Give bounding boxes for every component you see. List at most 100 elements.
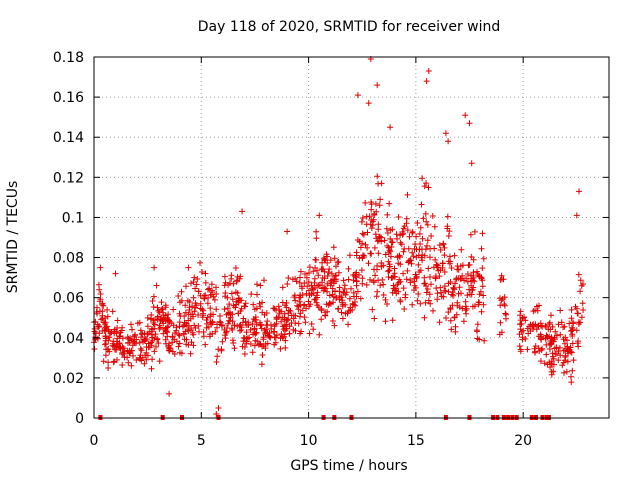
data-point (144, 314, 151, 321)
data-point (154, 335, 161, 342)
data-point (378, 180, 385, 187)
data-point (162, 336, 169, 343)
data-point (295, 303, 302, 310)
data-point (346, 295, 353, 302)
data-point (256, 300, 263, 307)
data-point (302, 319, 309, 326)
data-point (249, 321, 256, 327)
data-point (236, 297, 243, 304)
data-point (424, 237, 431, 244)
data-point (448, 265, 455, 271)
data-point (411, 282, 418, 289)
data-point (162, 304, 169, 311)
data-point (357, 244, 364, 251)
data-point (282, 344, 289, 351)
data-point (469, 303, 476, 310)
data-point (285, 307, 292, 314)
data-point (546, 319, 553, 326)
data-point (292, 275, 299, 282)
data-point (279, 323, 286, 330)
data-point (140, 338, 146, 345)
data-point (566, 320, 573, 327)
data-point (105, 346, 112, 352)
data-point (460, 318, 467, 325)
data-point (167, 345, 174, 352)
data-point (390, 285, 397, 292)
data-point (319, 259, 326, 266)
data-point (144, 323, 151, 330)
data-point (459, 272, 466, 279)
data-point (308, 321, 315, 327)
data-point (562, 354, 569, 360)
data-point (426, 291, 433, 298)
data-point (501, 294, 508, 301)
data-point (313, 228, 320, 235)
data-point (125, 359, 132, 366)
data-point (350, 289, 357, 296)
data-point (128, 347, 135, 354)
data-point (209, 289, 216, 296)
data-point (369, 306, 376, 313)
data-point (546, 342, 553, 348)
data-point (364, 244, 371, 251)
data-point (400, 230, 407, 237)
data-point (384, 242, 391, 249)
data-point (278, 318, 285, 325)
data-point (345, 276, 352, 283)
data-point (108, 329, 115, 336)
data-point (178, 288, 185, 295)
data-point (271, 328, 278, 335)
data-point (305, 298, 312, 305)
data-point (537, 334, 544, 341)
data-point (445, 288, 452, 295)
data-point (446, 253, 453, 260)
data-point (273, 320, 280, 327)
data-point (438, 293, 445, 300)
data-point (555, 357, 562, 364)
data-point (387, 124, 394, 131)
data-point (380, 281, 387, 288)
data-point (321, 256, 328, 263)
data-point (568, 306, 575, 313)
data-point (324, 288, 331, 295)
data-point (573, 327, 580, 334)
data-point (568, 379, 575, 386)
data-point (525, 330, 532, 337)
data-point (98, 316, 105, 323)
data-point (313, 292, 320, 299)
data-point (443, 315, 449, 321)
data-point (346, 252, 353, 259)
data-point (451, 286, 458, 293)
data-point (213, 359, 220, 365)
data-point (421, 274, 428, 281)
data-point (130, 352, 136, 359)
data-point (113, 330, 120, 337)
data-point (277, 345, 284, 352)
data-point (261, 327, 268, 334)
data-point (339, 303, 346, 310)
data-point (386, 247, 393, 254)
data-point (172, 330, 178, 336)
data-point (409, 301, 416, 308)
x-tick-label: 5 (197, 433, 206, 449)
data-point (479, 265, 486, 272)
data-point (577, 288, 584, 295)
data-point (436, 319, 443, 326)
data-point (442, 130, 449, 137)
plot-frame (93, 56, 610, 419)
data-point (354, 237, 361, 243)
data-point (479, 230, 486, 237)
data-point (421, 314, 428, 321)
data-point (401, 306, 408, 312)
data-point (389, 289, 396, 296)
data-point (104, 313, 111, 320)
data-point (501, 302, 508, 309)
data-point (470, 269, 477, 276)
data-point (461, 277, 468, 284)
data-point (481, 337, 488, 344)
data-point (252, 330, 259, 337)
data-point (292, 327, 299, 334)
data-point (478, 308, 485, 315)
data-point (97, 264, 104, 271)
data-point (310, 290, 317, 297)
